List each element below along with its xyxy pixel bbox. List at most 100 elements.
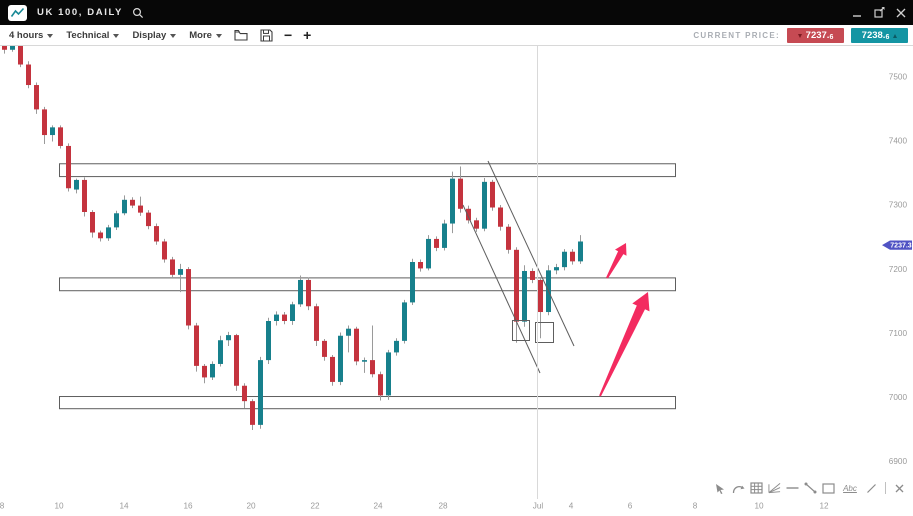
highlight-box[interactable] [535,322,554,343]
candle-up [554,267,559,271]
horizontal-line-tool-icon[interactable] [786,481,799,495]
candle-up [578,241,583,262]
x-axis-label: 16 [183,502,193,511]
popout-button[interactable] [873,7,885,19]
candle-down [194,325,199,366]
bullish-arrow[interactable] [599,292,650,397]
window-controls [851,0,907,25]
arrow-up-icon [893,33,898,38]
candle-down [514,249,519,322]
candle-down [2,46,7,50]
zoom-in-button[interactable]: + [303,27,312,43]
candle-down [250,401,255,425]
resistance-zone[interactable] [59,163,676,178]
mid-zone[interactable] [59,277,676,292]
pointer-tool-icon[interactable] [714,481,727,495]
price-marker [882,240,912,250]
candle-down [506,226,511,250]
x-axis-label: Jul [533,502,544,511]
y-axis-label: 7100 [889,329,908,338]
candle-up [178,269,183,275]
sell-price-button[interactable]: 7237. 6 [787,28,844,43]
candle-up [10,46,15,50]
x-axis-label: 6 [628,502,633,511]
minimize-button[interactable] [851,7,863,19]
candle-down [186,269,191,326]
candle-down [18,46,23,65]
trend-line-tool-icon[interactable] [804,481,817,495]
current-price-area: CURRENT PRICE: 7237. 6 7238. 6 [693,25,908,46]
fan-lines-tool-icon[interactable] [768,481,781,495]
candle-up [346,328,351,336]
candle-up [74,179,79,190]
candle-down [474,220,479,229]
candle-up [106,227,111,239]
buy-price-button[interactable]: 7238. 6 [851,28,908,43]
candle-down [170,259,175,275]
support-zone[interactable] [59,396,676,410]
more-dropdown[interactable]: More [189,30,222,41]
candle-down [130,199,135,206]
candle-down [162,241,167,260]
x-axis-label: 22 [310,502,320,511]
candle-up [442,223,447,248]
highlight-box[interactable] [512,320,530,341]
search-icon[interactable] [132,7,144,19]
candle-up [482,181,487,229]
candle-down [458,178,463,209]
y-axis-label: 7000 [889,393,908,402]
timeframe-dropdown[interactable]: 4 hours [9,30,54,41]
candle-down [282,314,287,321]
chevron-down-icon [215,33,222,38]
candle-up [522,270,527,322]
candle-down [42,109,47,136]
candle-up [290,304,295,321]
candle-up [258,360,263,425]
display-dropdown[interactable]: Display [132,30,177,41]
text-tool-icon[interactable]: Abc [843,483,857,493]
open-folder-icon[interactable] [234,29,248,41]
candle-down [330,356,335,382]
drawing-toolbar: Abc [714,479,906,497]
x-axis-label: 8 [0,502,5,511]
candle-down [242,385,247,402]
close-button[interactable] [895,7,907,19]
technical-dropdown[interactable]: Technical [66,30,120,41]
candle-up [122,199,127,214]
close-drawing-toolbar-icon[interactable] [893,481,906,495]
zoom-out-button[interactable]: − [283,27,293,43]
curved-arrow-tool-icon[interactable] [732,481,745,495]
channel-line[interactable] [462,204,541,374]
candle-down [202,365,207,378]
chart-line-icon [10,7,25,17]
x-axis-label: 4 [569,502,574,511]
channel-line[interactable] [487,160,575,347]
candle-up [210,363,215,378]
x-axis-label: 24 [373,502,383,511]
x-axis-label: 20 [246,502,256,511]
candle-down [466,208,471,221]
grid-tool-icon[interactable] [750,481,763,495]
rectangle-tool-icon[interactable] [822,481,835,495]
bullish-arrow[interactable] [606,243,627,279]
candle-up [298,279,303,305]
candle-down [306,279,311,307]
ray-tool-icon[interactable] [865,481,878,495]
candle-up [114,213,119,228]
candle-up [386,352,391,396]
candle-up [410,262,415,303]
save-icon[interactable] [260,28,273,42]
y-axis-label: 6900 [889,457,908,466]
candle-down [146,212,151,227]
price-marker-value: 7237.3 [890,243,912,250]
candle-down [498,207,503,227]
candle-down [354,328,359,362]
y-axis-label: 7400 [889,137,908,146]
candle-down [530,270,535,280]
candle-down [154,226,159,242]
x-axis-label: 10 [754,502,764,511]
titlebar: UK 100, DAILY [0,0,913,25]
candles [2,46,583,431]
